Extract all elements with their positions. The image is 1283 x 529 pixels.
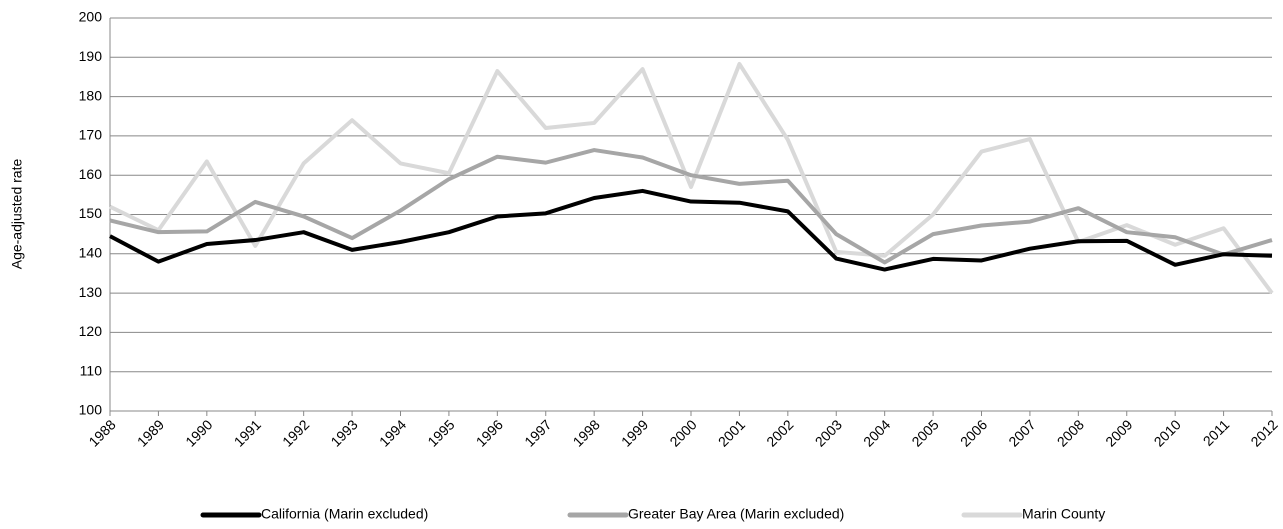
y-tick-label: 100: [79, 402, 103, 418]
x-tick-label: 2010: [1151, 416, 1184, 449]
legend-label: Marin County: [1022, 506, 1105, 522]
x-tick-label: 1988: [85, 416, 118, 449]
x-tick-label: 1995: [424, 416, 457, 449]
x-tick-label: 2005: [908, 416, 941, 449]
y-tick-label: 150: [79, 205, 103, 221]
x-tick-label: 1990: [182, 416, 215, 449]
x-tick-label: 1999: [618, 416, 651, 449]
x-tick-label: 2001: [715, 416, 748, 449]
legend-label: California (Marin excluded): [261, 506, 428, 522]
y-tick-label: 200: [79, 9, 103, 25]
x-tick-label: 1992: [279, 416, 312, 449]
x-tick-label: 1996: [473, 416, 506, 449]
y-tick-label: 180: [79, 87, 103, 103]
y-tick-label: 130: [79, 284, 103, 300]
y-tick-label: 140: [79, 245, 103, 261]
y-tick-label: 160: [79, 166, 103, 182]
x-tick-label: 2012: [1247, 416, 1280, 449]
x-tick-label: 1991: [231, 416, 264, 449]
x-tick-label: 2009: [1102, 416, 1135, 449]
x-tick-label: 2000: [666, 416, 699, 449]
x-tick-label: 1997: [521, 416, 554, 449]
x-tick-label: 1998: [570, 416, 603, 449]
legend-label: Greater Bay Area (Marin excluded): [628, 506, 844, 522]
x-tick-label: 2003: [812, 416, 845, 449]
x-tick-label: 1993: [327, 416, 360, 449]
x-tick-label: 1989: [134, 416, 167, 449]
y-tick-label: 120: [79, 323, 103, 339]
x-tick-label: 2002: [763, 416, 796, 449]
x-tick-label: 2006: [957, 416, 990, 449]
y-tick-label: 190: [79, 48, 103, 64]
y-axis-label: Age-adjusted rate: [9, 159, 25, 270]
series-line: [109, 148, 1273, 265]
series-line: [109, 61, 1274, 295]
x-tick-label: 2011: [1200, 416, 1233, 449]
x-tick-label: 1994: [376, 416, 409, 449]
x-tick-label: 2008: [1054, 416, 1087, 449]
x-tick-label: 2007: [1005, 416, 1038, 449]
y-tick-label: 170: [79, 127, 103, 143]
series-line: [109, 188, 1273, 272]
y-tick-label: 110: [80, 362, 103, 378]
x-tick-label: 2004: [860, 416, 893, 449]
